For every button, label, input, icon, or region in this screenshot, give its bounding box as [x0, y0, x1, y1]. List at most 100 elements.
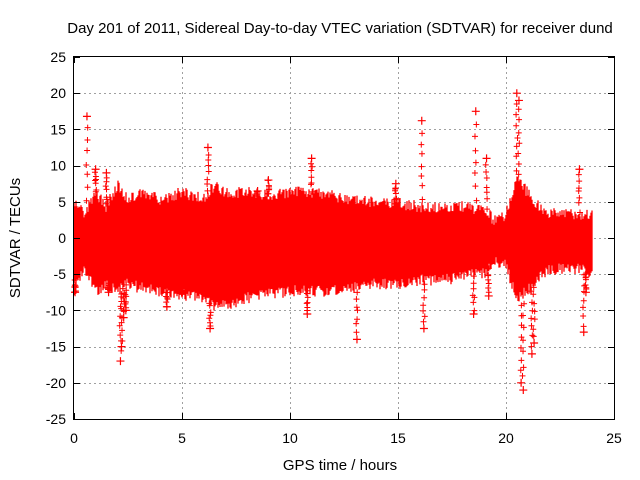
spike-marker	[520, 337, 527, 344]
y-tick-label: -5	[54, 266, 67, 282]
outlier-point	[116, 357, 125, 366]
spike-marker	[83, 197, 90, 204]
x-tick-label: 5	[178, 430, 186, 446]
spike-marker	[92, 173, 99, 180]
spike-marker	[470, 285, 477, 292]
spike-marker	[309, 188, 316, 195]
spike-marker	[518, 334, 525, 341]
spike-marker	[580, 297, 587, 304]
outlier-point	[91, 165, 100, 174]
plot-frame	[73, 56, 615, 420]
spike-marker	[119, 327, 126, 334]
spike-marker	[485, 280, 492, 287]
spike-marker	[392, 190, 399, 197]
outlier-point	[581, 288, 590, 297]
spike-marker	[520, 364, 527, 371]
spike-marker	[471, 169, 478, 176]
spike-marker	[353, 329, 360, 336]
spike-marker	[473, 121, 480, 128]
spike-marker	[119, 285, 126, 292]
spike-marker	[483, 175, 490, 182]
spike-marker	[418, 141, 425, 148]
outlier-point	[104, 288, 113, 297]
spike-marker	[513, 167, 520, 174]
spike-marker	[420, 318, 427, 325]
x-axis-label: GPS time / hours	[283, 457, 397, 474]
spike-marker	[71, 276, 78, 283]
spike-marker	[470, 299, 477, 306]
spike-marker	[421, 313, 428, 320]
spike-marker	[393, 195, 400, 202]
spike-marker	[303, 300, 310, 307]
spike-marker	[205, 168, 212, 175]
spike-marker	[164, 289, 171, 296]
spike-marker	[163, 299, 170, 306]
spike-marker	[531, 316, 538, 323]
spike-marker	[354, 289, 361, 296]
y-tick-label: 15	[50, 121, 66, 137]
outlier-point	[82, 112, 91, 121]
spike-marker	[119, 338, 126, 345]
spike-marker	[515, 171, 522, 178]
spike-marker	[164, 296, 171, 303]
spike-marker	[485, 265, 492, 272]
outlier-point	[579, 328, 588, 337]
spike-marker	[528, 322, 535, 329]
outlier-point	[303, 310, 312, 319]
spike-marker	[104, 285, 111, 292]
outlier-point	[121, 306, 130, 315]
spike-marker	[419, 196, 426, 203]
spike-marker	[528, 288, 535, 295]
spike-marker	[308, 180, 315, 187]
outlier-point	[519, 386, 528, 395]
spike-marker	[515, 150, 522, 157]
spike-marker	[530, 284, 537, 291]
spike-marker	[207, 312, 214, 319]
spike-marker	[485, 276, 492, 283]
spike-marker	[118, 319, 125, 326]
spike-marker	[471, 294, 478, 301]
spike-marker	[420, 307, 427, 314]
spike-marker	[483, 184, 490, 191]
outlier-point	[391, 179, 400, 188]
spike-marker	[520, 348, 527, 355]
spike-marker	[519, 372, 526, 379]
spike-marker	[513, 122, 520, 129]
spike-marker	[482, 161, 489, 168]
spike-marker	[518, 357, 525, 364]
y-tick-label: 25	[50, 49, 66, 65]
outlier-point	[482, 154, 491, 163]
spike-marker	[205, 162, 212, 169]
spike-marker	[483, 168, 490, 175]
spike-marker	[516, 116, 523, 123]
spike-marker	[520, 324, 527, 331]
spike-marker	[421, 294, 428, 301]
spike-marker	[515, 160, 522, 167]
outlier-point	[162, 302, 171, 311]
x-tick-label: 25	[606, 430, 622, 446]
spike-marker	[309, 163, 316, 170]
spike-marker	[485, 284, 492, 291]
spike-marker	[515, 129, 522, 136]
outlier-point	[514, 96, 523, 105]
outlier-point	[517, 378, 526, 387]
outlier-point	[417, 116, 426, 125]
y-tick-label: 5	[58, 194, 66, 210]
spike-marker	[528, 315, 535, 322]
spike-marker	[84, 147, 91, 154]
spike-marker	[473, 197, 480, 204]
spike-marker	[575, 185, 582, 192]
outlier-point	[469, 310, 478, 319]
spike-marker	[471, 307, 478, 314]
spike-marker	[517, 367, 524, 374]
spike-marker	[304, 287, 311, 294]
spike-marker	[103, 194, 110, 201]
axes: 0 5 10 15 20 25 25 20 15 10 5 0 -5 -10 -15 -20 -25	[46, 49, 622, 446]
spike-marker	[577, 209, 584, 216]
spike-marker	[418, 150, 425, 157]
spike-marker	[528, 343, 535, 350]
x-tick-label: 15	[390, 430, 406, 446]
outlier-point	[206, 324, 215, 333]
spike-marker	[92, 177, 99, 184]
spike-marker	[421, 281, 428, 288]
